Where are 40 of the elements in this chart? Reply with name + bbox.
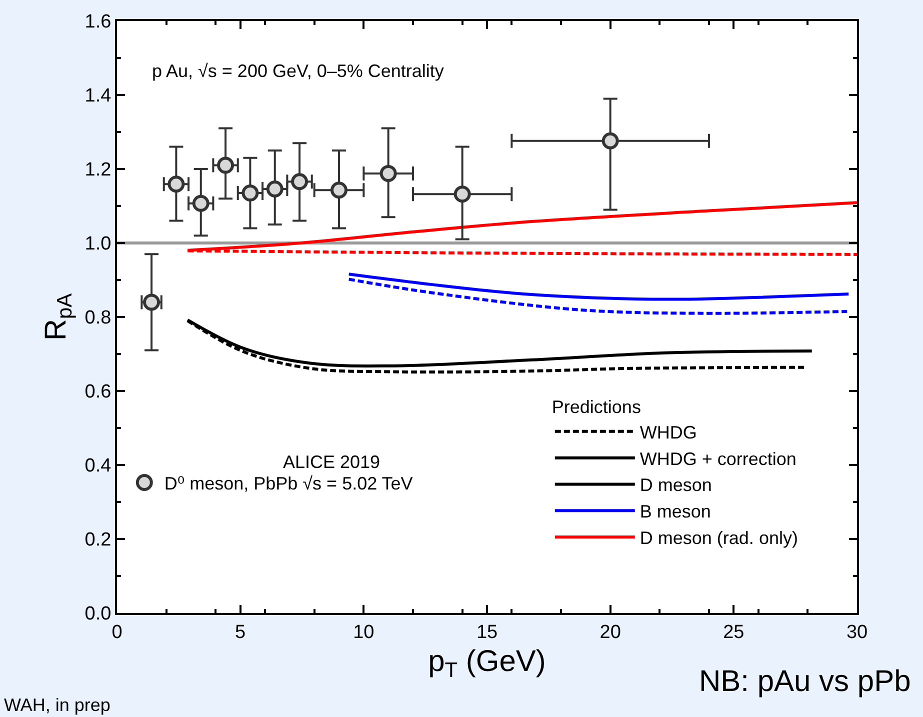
y-tick-label: 1.2 bbox=[84, 160, 112, 181]
legend-label: D meson bbox=[640, 475, 712, 496]
point bbox=[168, 176, 185, 193]
point bbox=[330, 182, 348, 199]
point bbox=[291, 173, 308, 190]
legend-label: WHDG + correction bbox=[640, 448, 796, 469]
y-tick-label: 1.0 bbox=[84, 234, 112, 255]
x-tick-label: 20 bbox=[600, 622, 621, 643]
x-tick-label: 0 bbox=[112, 622, 122, 643]
y-tick-label: 0.2 bbox=[84, 530, 112, 551]
legend-label: B meson bbox=[640, 502, 711, 522]
x-tick-label: 15 bbox=[476, 622, 498, 643]
legend-label: WHDG bbox=[640, 422, 697, 442]
y-tick-label: 0.4 bbox=[84, 456, 112, 477]
annotation: ALICE 2019 bbox=[283, 452, 380, 472]
x-axis-title: p$_{T}$ (GeV) bbox=[428, 644, 546, 682]
x-tick-label: 30 bbox=[846, 622, 868, 643]
y-tick-label: 0.0 bbox=[84, 604, 112, 625]
y-tick-label: 1.4 bbox=[84, 86, 112, 107]
x-tick-label: 10 bbox=[353, 622, 374, 643]
line-series bbox=[347, 278, 849, 315]
annotation: p Au, √s = 200 GeV, 0–5% Centrality bbox=[152, 61, 444, 81]
y-tick-label: 0.6 bbox=[84, 382, 112, 403]
legend-label: D meson (rad. only) bbox=[640, 528, 798, 548]
point bbox=[380, 164, 397, 182]
point bbox=[192, 194, 210, 212]
x-tick-label: 5 bbox=[235, 622, 246, 643]
line-series bbox=[347, 272, 850, 301]
point bbox=[217, 156, 234, 174]
y-tick-label: 0.8 bbox=[84, 308, 112, 329]
point bbox=[242, 184, 259, 202]
y-tick-label: 1.6 bbox=[84, 12, 112, 33]
legend-label: D⁰ meson, PbPb √s = 5.02 TeV bbox=[164, 473, 413, 494]
point bbox=[454, 186, 471, 203]
text: WAH, in prep bbox=[4, 695, 110, 715]
point bbox=[266, 180, 284, 198]
point bbox=[602, 132, 619, 150]
x-tick-label: 25 bbox=[723, 622, 744, 643]
text: NB: pAu vs pPb bbox=[699, 665, 911, 698]
legend-title: Predictions bbox=[552, 397, 641, 418]
